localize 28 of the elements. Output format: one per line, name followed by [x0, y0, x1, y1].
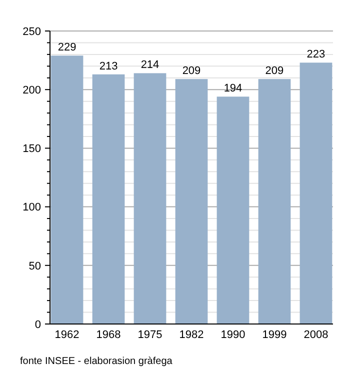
bar: [258, 79, 291, 324]
data-label: 214: [140, 59, 160, 72]
bar: [216, 96, 250, 324]
data-label: 194: [224, 82, 242, 95]
data-label: 209: [265, 65, 284, 78]
y-tick-label: 150: [22, 143, 41, 156]
y-tick-label: 50: [28, 260, 41, 272]
x-tick-label: 1990: [220, 329, 246, 341]
bar: [300, 62, 332, 324]
source-note: fonte INSEE - elaborasion gràfega: [20, 356, 173, 367]
y-tick-label: 0: [34, 318, 41, 331]
y-tick-label: 200: [22, 84, 41, 96]
bar: [50, 56, 84, 324]
bar: [175, 79, 208, 324]
x-tick-label: 1968: [96, 329, 121, 341]
x-tick-label: 1982: [179, 329, 204, 341]
x-tick-label: 1962: [54, 329, 80, 341]
data-label: 213: [99, 60, 118, 72]
data-label: 229: [58, 42, 76, 54]
bar: [92, 74, 125, 324]
data-label: 223: [306, 48, 326, 61]
x-tick-label: 1999: [262, 329, 287, 341]
bar: [134, 73, 166, 324]
data-label: 209: [182, 65, 201, 78]
x-tick-label: 2008: [304, 329, 328, 341]
x-tick-label: 1975: [138, 329, 162, 341]
y-tick-label: 250: [22, 26, 41, 38]
y-tick-label: 100: [22, 202, 41, 214]
